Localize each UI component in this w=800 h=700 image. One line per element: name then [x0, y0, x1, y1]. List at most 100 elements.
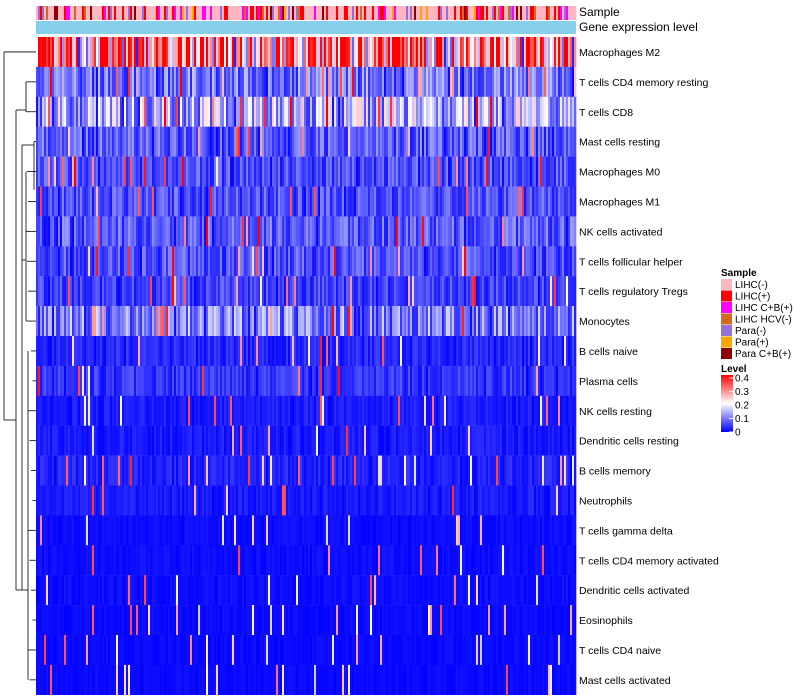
heatmap-cell [536, 336, 539, 367]
heatmap-cell [136, 306, 139, 337]
heatmap-cell [370, 276, 373, 307]
heatmap-cell [186, 96, 189, 127]
heatmap-cell [48, 37, 51, 68]
heatmap-cell [180, 246, 183, 277]
heatmap-cell [484, 37, 487, 68]
heatmap-cell [346, 365, 349, 396]
sample-annotation-cell [222, 6, 225, 20]
heatmap-cell [574, 156, 577, 187]
heatmap-cell [86, 545, 89, 576]
heatmap-cell [348, 455, 351, 486]
heatmap-cell [96, 96, 99, 127]
heatmap-cell [370, 336, 373, 367]
heatmap-cell [212, 455, 215, 486]
heatmap-cell [176, 395, 179, 426]
heatmap-cell [130, 186, 133, 217]
heatmap-cell [62, 37, 65, 68]
heatmap-cell [246, 515, 249, 546]
heatmap-cell [174, 96, 177, 127]
heatmap-cell [98, 485, 101, 516]
heatmap-cell [522, 156, 525, 187]
heatmap-cell [142, 246, 145, 277]
heatmap-cell [186, 156, 189, 187]
heatmap-cell [46, 216, 49, 247]
heatmap-cell [310, 126, 313, 157]
heatmap-cell [130, 545, 133, 576]
heatmap-cell [84, 216, 87, 247]
heatmap-cell [402, 336, 405, 367]
heatmap-cell [400, 246, 403, 277]
heatmap-cell [340, 246, 343, 277]
heatmap-cell [340, 455, 343, 486]
heatmap-cell [224, 216, 227, 247]
heatmap-cell [422, 455, 425, 486]
heatmap-cell [568, 66, 571, 97]
heatmap-cell [48, 246, 51, 277]
heatmap-cell [120, 66, 123, 97]
heatmap-cell [436, 276, 439, 307]
heatmap-cell [272, 66, 275, 97]
heatmap-cell [538, 156, 541, 187]
heatmap-cell [498, 66, 501, 97]
heatmap-cell [190, 37, 193, 68]
heatmap-cell [412, 156, 415, 187]
heatmap-cell [164, 306, 167, 337]
heatmap-cell [380, 455, 383, 486]
heatmap-cell [388, 66, 391, 97]
heatmap-cell [44, 485, 47, 516]
sample-annotation-cell [498, 6, 501, 20]
heatmap-cell [570, 156, 573, 187]
heatmap-cell [520, 336, 523, 367]
heatmap-cell [138, 425, 141, 456]
heatmap-cell [290, 306, 293, 337]
heatmap-cell [172, 276, 175, 307]
heatmap-cell [208, 365, 211, 396]
heatmap-cell [358, 455, 361, 486]
heatmap-cell [466, 37, 469, 68]
heatmap-cell [120, 365, 123, 396]
heatmap-cell [470, 425, 473, 456]
heatmap-cell [568, 336, 571, 367]
sample-annotation-cell [82, 6, 85, 20]
heatmap-cell [552, 66, 555, 97]
heatmap-cell [108, 126, 111, 157]
heatmap-cell [316, 306, 319, 337]
heatmap-cell [530, 156, 533, 187]
heatmap-cell [356, 186, 359, 217]
heatmap-cell [80, 545, 83, 576]
heatmap-cell [368, 66, 371, 97]
heatmap-cell [218, 545, 221, 576]
heatmap-cell [132, 365, 135, 396]
heatmap-cell [190, 276, 193, 307]
heatmap-cell [412, 395, 415, 426]
heatmap-cell [542, 365, 545, 396]
heatmap-cell [142, 395, 145, 426]
heatmap-cell [460, 66, 463, 97]
heatmap-cell [436, 156, 439, 187]
heatmap-cell [554, 455, 557, 486]
heatmap-cell [76, 276, 79, 307]
heatmap-cell [356, 336, 359, 367]
heatmap-cell [520, 365, 523, 396]
heatmap-cell [36, 156, 39, 187]
heatmap-cell [228, 96, 231, 127]
heatmap-cell [526, 156, 529, 187]
heatmap-cell [418, 216, 421, 247]
heatmap-cell [522, 336, 525, 367]
heatmap-cell [230, 515, 233, 546]
heatmap-cell [456, 306, 459, 337]
heatmap-cell [438, 365, 441, 396]
heatmap-cell [348, 216, 351, 247]
heatmap-cell [408, 216, 411, 247]
heatmap-cell [550, 276, 553, 307]
heatmap-cell [180, 216, 183, 247]
sample-annotation-cell [302, 6, 305, 20]
heatmap-cell [64, 455, 67, 486]
heatmap-cell [350, 485, 353, 516]
heatmap-cell [316, 336, 319, 367]
heatmap-cell [194, 545, 197, 576]
heatmap-cell [470, 276, 473, 307]
sample-annotation-cell [130, 6, 133, 20]
heatmap-cell [486, 126, 489, 157]
heatmap-cell [360, 425, 363, 456]
